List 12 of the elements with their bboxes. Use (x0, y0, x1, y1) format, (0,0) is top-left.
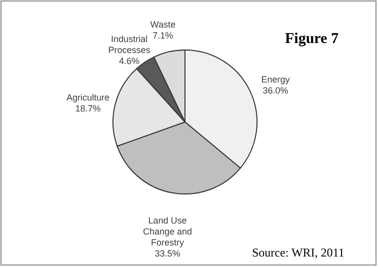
slice-label: Industrial Processes (108, 34, 151, 55)
data-label: 33.5% (154, 248, 180, 258)
data-label: 18.7% (75, 104, 101, 114)
data-label: 36.0% (262, 86, 288, 96)
slice-label: Agriculture (66, 92, 110, 103)
slice-label: Land Use Change and Forestry (142, 215, 192, 248)
data-label: 7.1% (152, 30, 174, 40)
slice-label: Energy (261, 74, 290, 85)
slice-label: Waste (150, 19, 176, 30)
text: Figure 7 (285, 31, 339, 47)
source-note: Source: WRI, 2011 (252, 246, 344, 260)
data-label: 4.6% (119, 56, 140, 66)
